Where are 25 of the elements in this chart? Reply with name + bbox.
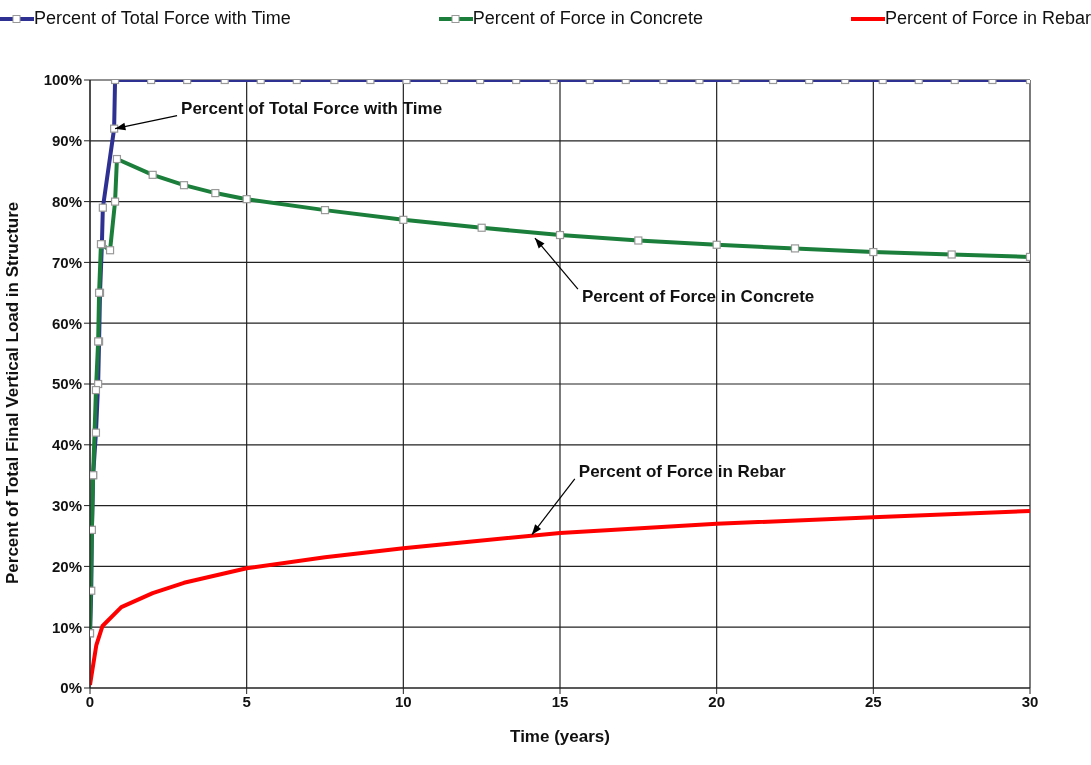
y-tick-label: 40% xyxy=(51,436,82,454)
x-tick-label: 15 xyxy=(551,692,569,710)
y-axis-title: Percent of Total Final Vertical Load in Structure xyxy=(3,201,23,584)
x-tick-label: 30 xyxy=(1021,692,1039,710)
legend-label: Percent of Force in Concrete xyxy=(472,8,703,29)
x-tick-label: 10 xyxy=(394,692,412,710)
x-tick-label: 5 xyxy=(242,692,251,710)
y-tick-label: 60% xyxy=(51,314,82,332)
y-tick-label: 80% xyxy=(51,192,82,210)
y-tick-label: 90% xyxy=(51,132,82,150)
y-tick-label: 50% xyxy=(51,375,82,393)
x-tick-label: 20 xyxy=(708,692,726,710)
x-axis-title: Time (years) xyxy=(510,727,610,746)
annotation: Percent of Force in Rebar xyxy=(578,462,787,482)
y-tick-label: 70% xyxy=(51,253,82,271)
y-tick-label: 100% xyxy=(43,71,82,89)
y-tick-label: 20% xyxy=(51,557,82,575)
x-tick-label: 0 xyxy=(85,692,95,710)
x-tick-label: 25 xyxy=(864,692,882,710)
y-tick-label: 0% xyxy=(60,679,82,697)
annotation: Percent of Force in Concrete xyxy=(581,286,815,306)
legend-label: Percent of Force in Rebar xyxy=(884,8,1091,29)
y-tick-label: 10% xyxy=(51,618,82,636)
legend-label: Percent of Total Force with Time xyxy=(34,8,291,29)
y-tick-label: 30% xyxy=(51,496,82,514)
